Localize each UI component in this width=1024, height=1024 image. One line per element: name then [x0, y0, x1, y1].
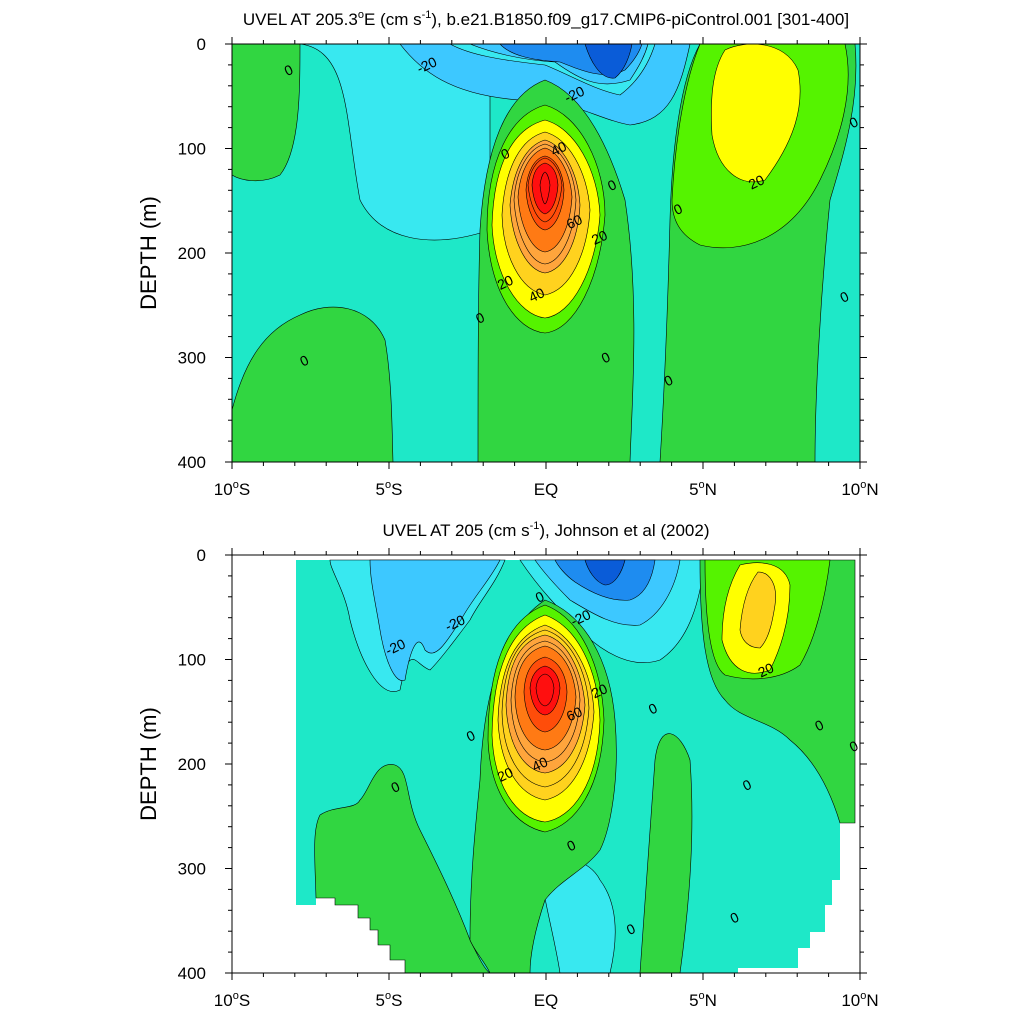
field-region-eastward [639, 733, 693, 973]
x-tick-label: 10oN [841, 479, 878, 499]
y-tick-label: 400 [178, 453, 206, 472]
x-tick-label: 5oS [376, 990, 403, 1010]
contour-line [510, 640, 581, 763]
contour-label: -20 [562, 83, 587, 106]
field-region-westward-strong [584, 44, 633, 79]
y-tick-label: 200 [178, 244, 206, 263]
contour-label: 20 [589, 227, 610, 248]
contour-line [501, 629, 590, 788]
field-region-eastward [232, 44, 301, 182]
x-tick-label: 5oN [689, 990, 717, 1010]
y-axis-label: DEPTH (m) [136, 196, 161, 310]
field-region-necc-core [711, 44, 801, 183]
contour-line [527, 157, 563, 223]
axis-ticks: 10oS 5oS EQ 5oN 10oN 0 100 200 300 400 [178, 35, 879, 499]
field-region-necc-core [739, 571, 776, 649]
x-tick-label: 10oN [841, 990, 878, 1010]
field-region-westward [299, 44, 491, 241]
contour-line [539, 171, 551, 205]
contour-label: 60 [564, 703, 585, 724]
y-tick-label: 0 [197, 546, 206, 565]
contour-label: -20 [414, 53, 439, 76]
y-tick-label: 100 [178, 651, 206, 670]
contour-label: 20 [495, 764, 516, 785]
y-tick-label: 0 [197, 35, 206, 54]
contour-label: -20 [442, 611, 467, 634]
y-axis-label: DEPTH (m) [136, 707, 161, 821]
panel-top: UVEL AT 205.3oE (cm s-1), b.e21.B1850.f0… [136, 9, 879, 499]
contour-label: 20 [746, 171, 767, 192]
y-tick-label: 100 [178, 140, 206, 159]
contour-line [535, 673, 555, 707]
contour-label: -20 [383, 635, 408, 658]
y-tick-label: 400 [178, 964, 206, 983]
field-region-westward-strong [584, 559, 626, 586]
x-tick-label: 10oS [214, 479, 250, 499]
contour-label: 20 [495, 272, 516, 293]
x-tick-label: 10oS [214, 990, 250, 1010]
panel-bottom-title: UVEL AT 205 (cm s-1), Johnson et al (200… [383, 520, 710, 540]
contour-label: 40 [526, 284, 547, 305]
y-tick-label: 200 [178, 755, 206, 774]
axis-ticks: 10oS 5oS EQ 5oN 10oN 0 100 200 300 400 [178, 546, 879, 1010]
contour-label: 20 [589, 680, 610, 701]
contour-label: -20 [568, 606, 593, 629]
field-region-eastward [232, 306, 394, 462]
panel-bottom: UVEL AT 205 (cm s-1), Johnson et al (200… [136, 520, 879, 1010]
contour-label: 40 [548, 138, 569, 159]
contour-label: 60 [564, 211, 585, 232]
x-tick-label: 5oS [376, 479, 403, 499]
field-region-westward [369, 559, 501, 681]
field-region-euc-max [529, 665, 561, 716]
contour-label: 20 [755, 659, 776, 680]
panel-top-title: UVEL AT 205.3oE (cm s-1), b.e21.B1850.f0… [243, 9, 849, 29]
contour-label: 40 [529, 753, 550, 774]
y-tick-label: 300 [178, 860, 206, 879]
x-tick-label: 5oN [689, 479, 717, 499]
y-tick-label: 300 [178, 349, 206, 368]
contour-line [513, 143, 577, 265]
x-tick-label: EQ [534, 991, 559, 1010]
x-tick-label: EQ [534, 480, 559, 499]
field-region-euc-max [531, 162, 559, 215]
